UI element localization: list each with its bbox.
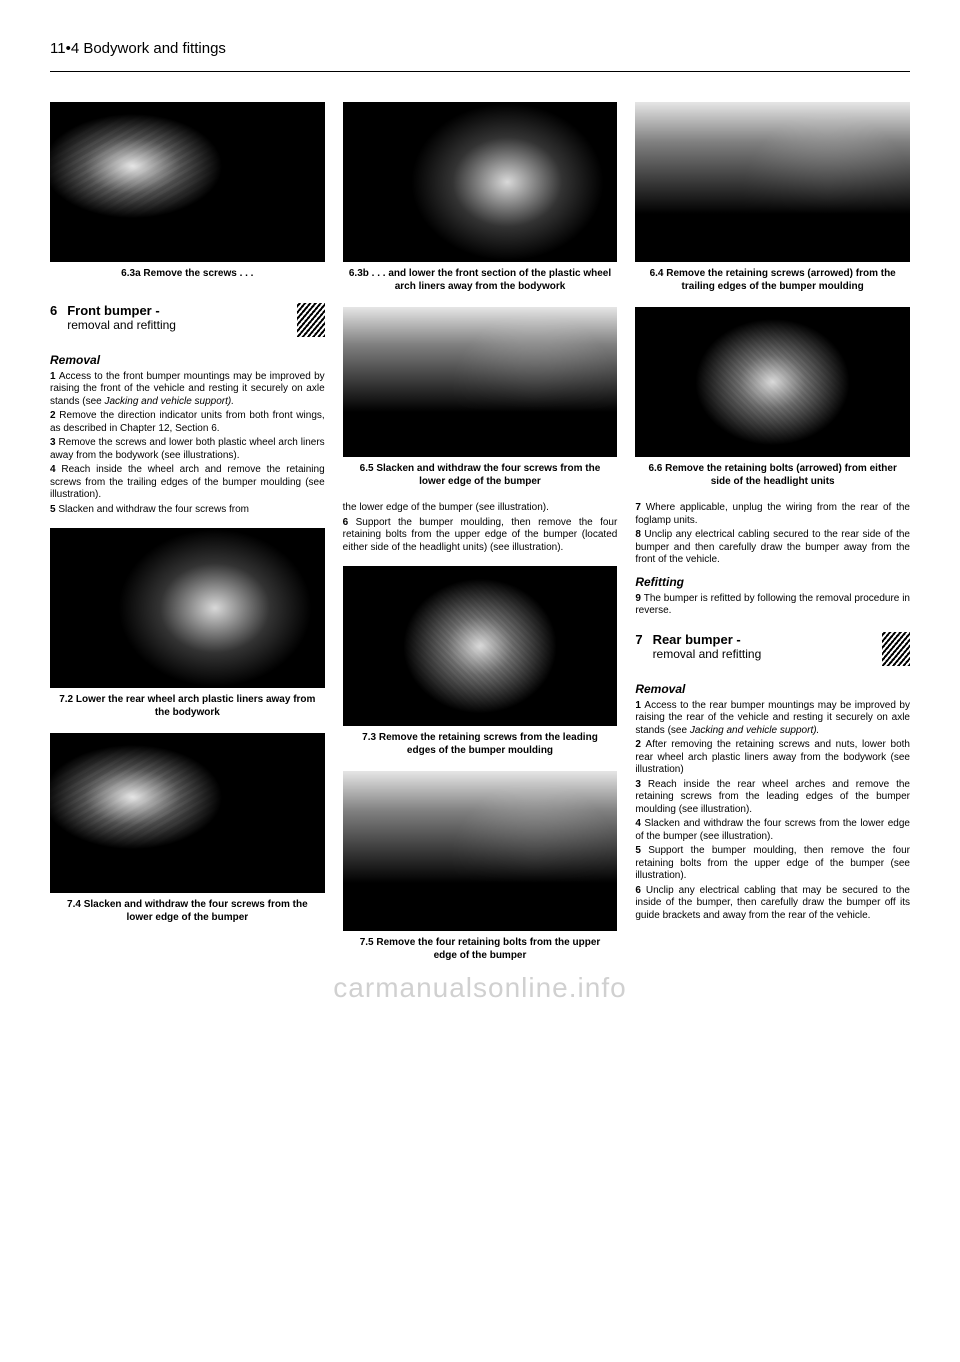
figure-7-5-caption: 7.5 Remove the four retaining bolts from… xyxy=(343,937,618,962)
para-6-1: 1 Access to the front bumper mountings m… xyxy=(50,371,325,409)
section-6-num: 6 xyxy=(50,303,57,318)
section-6-title: Front bumper - xyxy=(67,303,288,319)
para-6-5a-text: Slacken and withdraw the four screws fro… xyxy=(58,504,249,515)
section-7-sub: removal and refitting xyxy=(653,647,874,661)
column-2: 6.3b . . . and lower the front section o… xyxy=(343,102,618,976)
figure-7-4: 7.4 Slacken and withdraw the four screws… xyxy=(50,733,325,924)
figure-6-6: 6.6 Remove the retaining bolts (arrowed)… xyxy=(635,307,910,488)
figure-6-4-image xyxy=(635,102,910,262)
para-7-1-ref: Jacking and vehicle support). xyxy=(690,725,820,736)
figure-7-3-caption: 7.3 Remove the retaining screws from the… xyxy=(343,732,618,757)
removal-head-2: Removal xyxy=(635,682,910,696)
para-6-6-text: Support the bumper moulding, then remove… xyxy=(343,517,618,553)
figure-6-3a-image xyxy=(50,102,325,262)
figure-6-3b-caption: 6.3b . . . and lower the front section o… xyxy=(343,268,618,293)
para-7-1: 1 Access to the rear bumper mountings ma… xyxy=(635,700,910,738)
para-6-2-text: Remove the direction indicator units fro… xyxy=(50,410,325,434)
para-6-6: 6 Support the bumper moulding, then remo… xyxy=(343,517,618,555)
figure-7-2: 7.2 Lower the rear wheel arch plastic li… xyxy=(50,528,325,719)
figure-7-2-caption: 7.2 Lower the rear wheel arch plastic li… xyxy=(50,694,325,719)
para-6-1-ref: Jacking and vehicle support). xyxy=(104,396,234,407)
para-6-4-text: Reach inside the wheel arch and remove t… xyxy=(50,464,325,500)
figure-7-5-image xyxy=(343,771,618,931)
para-6-5b: the lower edge of the bumper (see illust… xyxy=(343,502,618,515)
para-6-2: 2 Remove the direction indicator units f… xyxy=(50,410,325,435)
figure-6-3a: 6.3a Remove the screws . . . xyxy=(50,102,325,281)
figure-7-3: 7.3 Remove the retaining screws from the… xyxy=(343,566,618,757)
para-6-8: 8 Unclip any electrical cabling secured … xyxy=(635,529,910,567)
figure-7-5: 7.5 Remove the four retaining bolts from… xyxy=(343,771,618,962)
para-7-2-text: After removing the retaining screws and … xyxy=(635,739,910,775)
para-6-7-text: Where applicable, unplug the wiring from… xyxy=(635,502,910,526)
figure-7-2-image xyxy=(50,528,325,688)
content-grid: 6.3a Remove the screws . . . 6 Front bum… xyxy=(50,102,910,976)
para-6-3: 3 Remove the screws and lower both plast… xyxy=(50,437,325,462)
figure-6-3b: 6.3b . . . and lower the front section o… xyxy=(343,102,618,293)
section-7-num: 7 xyxy=(635,632,642,647)
para-7-5-text: Support the bumper moulding, then remove… xyxy=(635,845,910,881)
figure-6-6-image xyxy=(635,307,910,457)
para-7-3: 3 Reach inside the rear wheel arches and… xyxy=(635,779,910,817)
difficulty-icon xyxy=(882,632,910,666)
para-7-4: 4 Slacken and withdraw the four screws f… xyxy=(635,818,910,843)
figure-7-4-image xyxy=(50,733,325,893)
section-6-head: 6 Front bumper - removal and refitting xyxy=(50,303,325,337)
refitting-head: Refitting xyxy=(635,575,910,589)
figure-7-3-image xyxy=(343,566,618,726)
removal-head-1: Removal xyxy=(50,353,325,367)
figure-6-5-image xyxy=(343,307,618,457)
column-1: 6.3a Remove the screws . . . 6 Front bum… xyxy=(50,102,325,976)
difficulty-icon xyxy=(297,303,325,337)
figure-6-4: 6.4 Remove the retaining screws (arrowed… xyxy=(635,102,910,293)
figure-6-5: 6.5 Slacken and withdraw the four screws… xyxy=(343,307,618,488)
para-7-5: 5 Support the bumper moulding, then remo… xyxy=(635,845,910,883)
section-7-title: Rear bumper - xyxy=(653,632,874,648)
para-7-6-text: Unclip any electrical cabling that may b… xyxy=(635,885,910,921)
para-6-7: 7 Where applicable, unplug the wiring fr… xyxy=(635,502,910,527)
section-7-head: 7 Rear bumper - removal and refitting xyxy=(635,632,910,666)
para-6-8-text: Unclip any electrical cabling secured to… xyxy=(635,529,910,565)
section-6-sub: removal and refitting xyxy=(67,318,288,332)
page-header: 11•4 Bodywork and fittings xyxy=(50,40,910,72)
para-6-3-text: Remove the screws and lower both plastic… xyxy=(50,437,325,461)
figure-6-5-caption: 6.5 Slacken and withdraw the four screws… xyxy=(343,463,618,488)
column-3: 6.4 Remove the retaining screws (arrowed… xyxy=(635,102,910,976)
para-6-9-text: The bumper is refitted by following the … xyxy=(635,593,910,617)
figure-7-4-caption: 7.4 Slacken and withdraw the four screws… xyxy=(50,899,325,924)
para-7-2: 2 After removing the retaining screws an… xyxy=(635,739,910,777)
para-7-6: 6 Unclip any electrical cabling that may… xyxy=(635,885,910,923)
para-7-3-text: Reach inside the rear wheel arches and r… xyxy=(635,779,910,815)
figure-6-4-caption: 6.4 Remove the retaining screws (arrowed… xyxy=(635,268,910,293)
figure-6-3a-caption: 6.3a Remove the screws . . . xyxy=(50,268,325,281)
para-6-5a: 5 Slacken and withdraw the four screws f… xyxy=(50,504,325,517)
para-6-9: 9 The bumper is refitted by following th… xyxy=(635,593,910,618)
figure-6-6-caption: 6.6 Remove the retaining bolts (arrowed)… xyxy=(635,463,910,488)
para-7-4-text: Slacken and withdraw the four screws fro… xyxy=(635,818,910,842)
watermark: carmanualsonline.info xyxy=(0,972,960,1004)
para-6-4: 4 Reach inside the wheel arch and remove… xyxy=(50,464,325,502)
figure-6-3b-image xyxy=(343,102,618,262)
